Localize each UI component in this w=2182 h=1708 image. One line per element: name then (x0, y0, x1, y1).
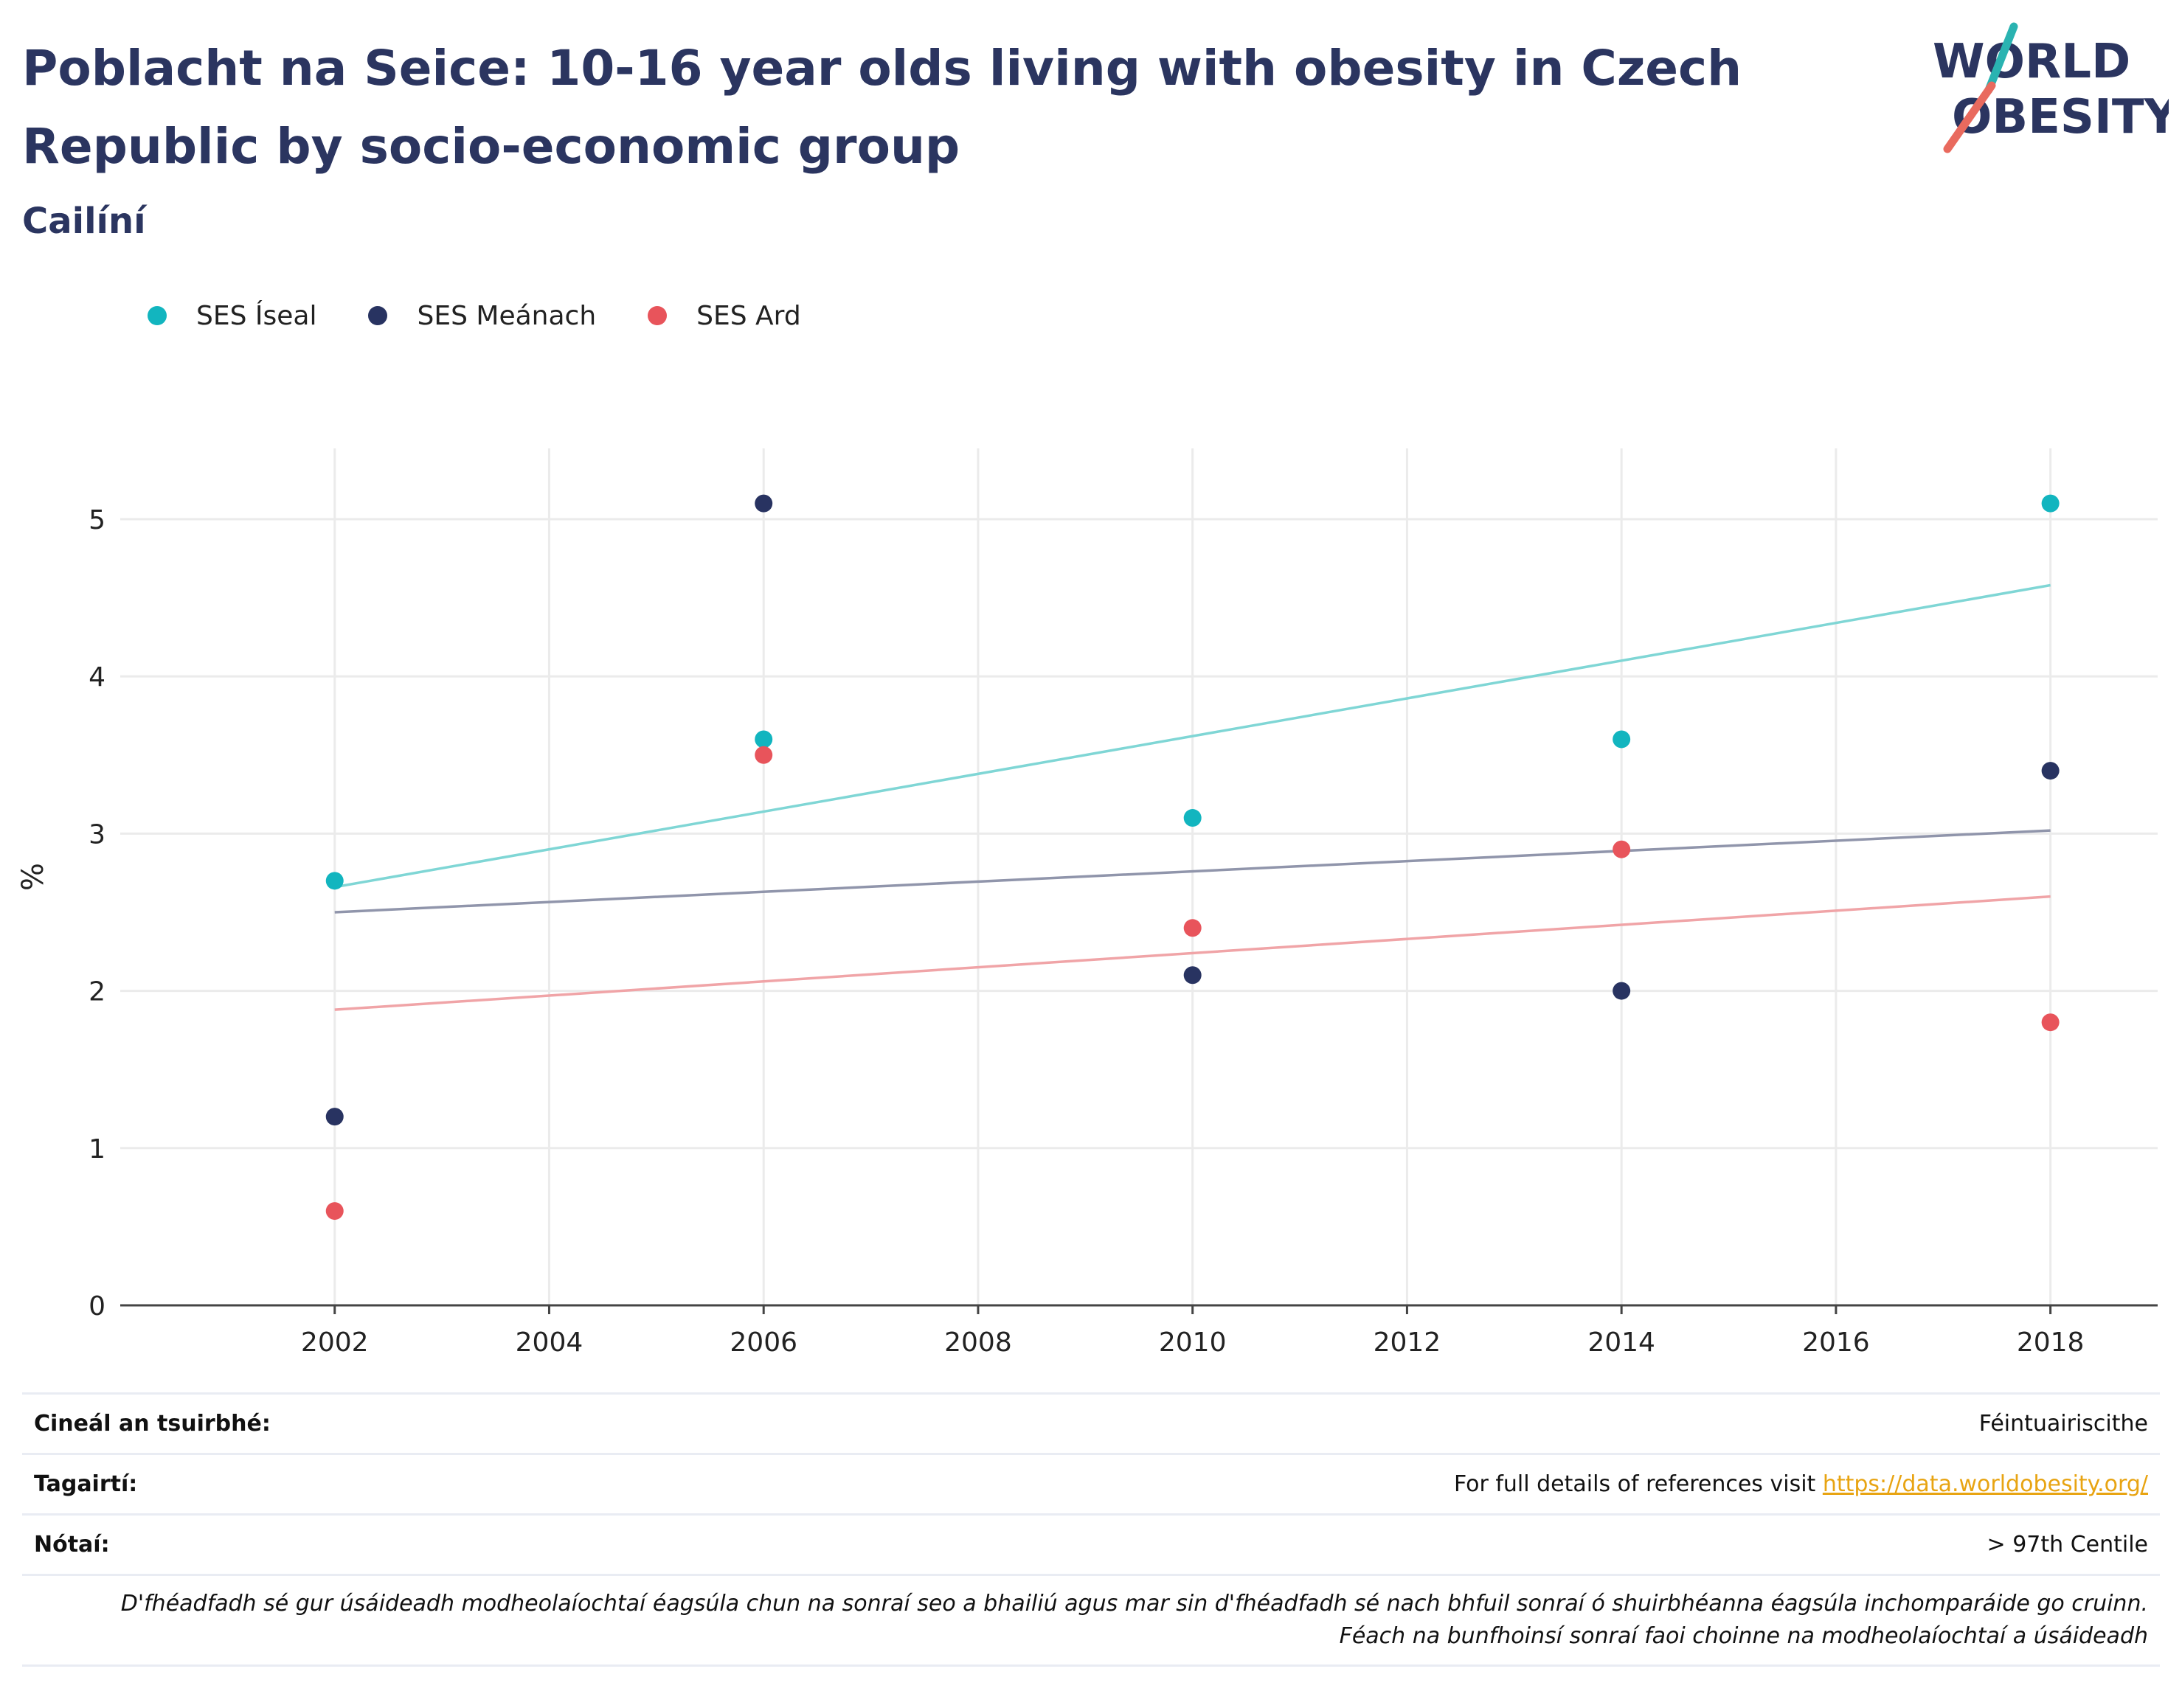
legend-label-mid: SES Meánach (417, 300, 597, 331)
legend-dot-low (148, 306, 167, 325)
logo-slash-teal (1984, 22, 2018, 94)
references-link[interactable]: https://data.worldobesity.org/ (1822, 1471, 2148, 1497)
y-tick-label-3: 3 (89, 819, 105, 850)
point-series-1-2006 (755, 494, 773, 513)
legend-label-low: SES Íseal (196, 300, 317, 331)
world-obesity-logo: WORLD OBESITY (1933, 22, 2169, 153)
legend-item-mid[interactable]: SES Meánach (368, 301, 596, 331)
point-series-0-2010 (1183, 809, 1202, 827)
survey-type-value: Féintuairiscithe (1978, 1411, 2148, 1437)
logo-word-world: WORLD (1933, 35, 2130, 89)
point-series-0-2006 (755, 730, 773, 749)
x-tick-label-2012: 2012 (1374, 1327, 1441, 1358)
y-tick-label-5: 5 (89, 505, 105, 535)
footer-row-notes: Nótaí: > 97th Centile (22, 1513, 2160, 1574)
y-tick-label-1: 1 (89, 1134, 105, 1164)
footer-row-references: Tagairtí: For full details of references… (22, 1453, 2160, 1513)
footer-row-survey: Cineál an tsuirbhé: Féintuairiscithe (22, 1392, 2160, 1453)
point-series-2-2002 (325, 1202, 344, 1221)
notes-value: > 97th Centile (1987, 1532, 2148, 1558)
point-series-2-2006 (755, 746, 773, 764)
trendline-series-2 (334, 895, 2051, 1011)
chart-legend: SES Íseal SES Meánach SES Ard (148, 295, 801, 336)
point-series-0-2018 (2041, 494, 2060, 513)
y-tick-label-0: 0 (89, 1291, 105, 1322)
point-series-2-2018 (2041, 1013, 2060, 1032)
disclaimer-line-1: D'fhéadfadh sé gur úsáideadh modheolaíoc… (120, 1591, 2148, 1617)
references-text: For full details of references visit (1453, 1471, 1823, 1497)
legend-item-high[interactable]: SES Ard (648, 301, 801, 331)
point-series-0-2014 (1613, 730, 1631, 749)
point-series-2-2010 (1183, 919, 1202, 937)
references-value: For full details of references visit htt… (1454, 1471, 2148, 1497)
trendline-series-1 (334, 829, 2051, 914)
y-tick-label-4: 4 (89, 662, 105, 692)
point-series-1-2014 (1613, 982, 1631, 1000)
x-tick-label-2008: 2008 (944, 1327, 1012, 1358)
point-series-1-2010 (1183, 966, 1202, 985)
x-tick-label-2004: 2004 (516, 1327, 583, 1358)
chart-footer: Cineál an tsuirbhé: Féintuairiscithe Tag… (22, 1392, 2160, 1667)
disclaimer-line-2: Féach na bunfhoinsí sonraí faoi choinne … (1339, 1623, 2148, 1649)
point-series-1-2002 (325, 1108, 344, 1126)
x-tick-label-2010: 2010 (1159, 1327, 1227, 1358)
notes-label: Nótaí: (34, 1532, 110, 1558)
survey-type-label: Cineál an tsuirbhé: (34, 1411, 271, 1437)
point-series-2-2014 (1613, 840, 1631, 858)
legend-dot-high (648, 306, 668, 325)
legend-dot-mid (368, 306, 388, 325)
logo-slash-coral (1943, 81, 1996, 153)
x-tick-label-2018: 2018 (2017, 1327, 2085, 1358)
point-series-0-2002 (325, 872, 344, 890)
point-series-1-2018 (2041, 762, 2060, 780)
page-title: Poblacht na Seice: 10-16 year olds livin… (22, 40, 1742, 175)
x-tick-label-2014: 2014 (1587, 1327, 1655, 1358)
scatter-chart: 2002 2004 2006 2008 2010 2012 2014 2016 2018 0 1 2 3… (16, 448, 2158, 1358)
legend-label-high: SES Ard (696, 300, 801, 331)
references-label: Tagairtí: (34, 1471, 138, 1497)
trendline-series-0 (334, 583, 2051, 889)
y-tick-label-2: 2 (89, 977, 105, 1007)
x-tick-label-2016: 2016 (1802, 1327, 1870, 1358)
logo-word-obesity: OBESITY (1952, 90, 2169, 145)
x-tick-label-2006: 2006 (730, 1327, 797, 1358)
legend-item-low[interactable]: SES Íseal (148, 301, 316, 331)
methodology-disclaimer: D'fhéadfadh sé gur úsáideadh modheolaíoc… (22, 1574, 2160, 1667)
x-tick-label-2002: 2002 (301, 1327, 369, 1358)
chart-subtitle: Cailíní (22, 201, 146, 242)
y-axis-label: % (16, 863, 50, 891)
